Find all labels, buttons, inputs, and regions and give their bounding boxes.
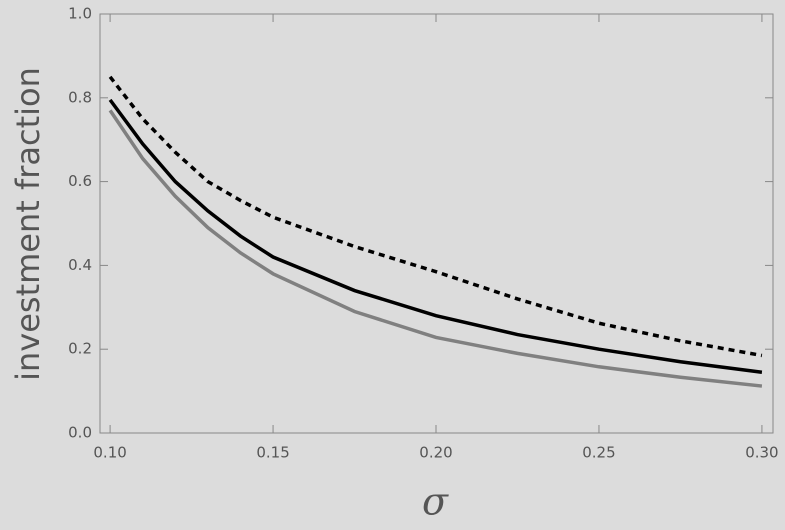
line-series bbox=[108, 109, 763, 388]
x-tick-label: 0.10 bbox=[93, 444, 126, 462]
y-tick-label: 0.4 bbox=[68, 256, 92, 274]
plot-frame bbox=[99, 13, 774, 434]
y-tick-label: 0.2 bbox=[68, 340, 92, 358]
x-tick-label: 0.20 bbox=[419, 444, 452, 462]
y-tick-label: 0.6 bbox=[68, 172, 92, 190]
line-series bbox=[108, 98, 763, 374]
y-tick-label: 1.0 bbox=[68, 5, 92, 23]
y-axis-label: investment fraction bbox=[9, 67, 47, 381]
x-tick-label: 0.15 bbox=[256, 444, 289, 462]
x-tick-label: 0.25 bbox=[582, 444, 615, 462]
line-series bbox=[108, 75, 763, 358]
x-tick-label: 0.30 bbox=[745, 444, 778, 462]
x-axis-label: σ bbox=[422, 480, 449, 524]
y-tick-label: 0.8 bbox=[68, 88, 92, 106]
y-tick-label: 0.0 bbox=[68, 424, 92, 442]
